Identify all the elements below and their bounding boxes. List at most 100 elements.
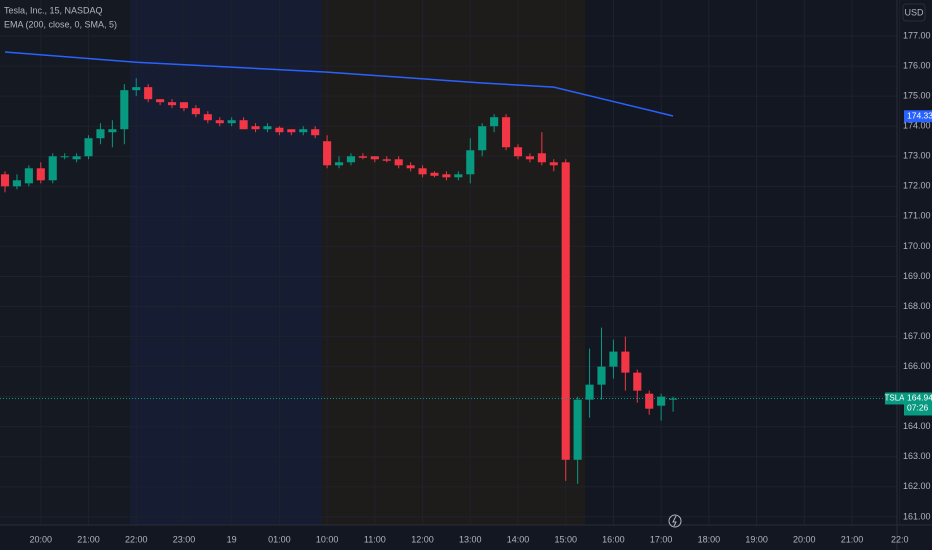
- candle-body: [275, 127, 284, 133]
- x-tick-label: 20:00: [793, 534, 816, 544]
- candle-body: [358, 156, 367, 158]
- currency-button[interactable]: [902, 3, 926, 22]
- y-tick-label: 170.00: [903, 241, 931, 251]
- last-price-label: 164.94: [907, 393, 932, 403]
- x-tick-label: 01:00: [268, 534, 291, 544]
- x-tick-label: 18:00: [698, 534, 721, 544]
- candle-body: [251, 126, 260, 130]
- candle-body: [346, 156, 356, 163]
- y-tick-label: 169.00: [903, 271, 931, 281]
- candle-body: [36, 168, 45, 181]
- candle-body: [108, 129, 117, 133]
- candle-body: [657, 396, 666, 406]
- candle-body: [490, 117, 499, 127]
- y-tick-label: 164.00: [903, 421, 931, 431]
- candle-body: [621, 351, 630, 373]
- candle-body: [478, 126, 487, 151]
- y-tick-label: 174.00: [903, 121, 931, 131]
- candle-body: [191, 108, 200, 115]
- candle-body: [394, 159, 403, 166]
- candle-body: [84, 138, 93, 157]
- candle-body: [24, 168, 33, 184]
- x-tick-label: 21:00: [77, 534, 100, 544]
- y-tick-label: 167.00: [903, 331, 931, 341]
- x-tick-label: 16:00: [602, 534, 625, 544]
- ema-line: [4, 51, 674, 117]
- ema-tag: [904, 110, 932, 123]
- candle-body: [430, 172, 439, 176]
- y-tick-label: 168.00: [903, 301, 931, 311]
- x-tick-label: 17:00: [650, 534, 673, 544]
- candle-body: [48, 156, 57, 181]
- candle-body: [382, 159, 391, 161]
- session-band: [322, 0, 585, 525]
- candle-body: [561, 162, 570, 460]
- events-icon-bolt: [672, 515, 677, 527]
- session-band: [0, 0, 130, 525]
- y-tick-label: 177.00: [903, 30, 931, 40]
- symbol-tag: [885, 392, 904, 405]
- x-tick-label: 11:00: [364, 534, 386, 544]
- y-tick-label: 161.00: [903, 511, 931, 521]
- x-tick-label: 22:00: [125, 534, 148, 544]
- x-tick-label: 15:00: [554, 534, 577, 544]
- session-band: [130, 0, 322, 525]
- candle-body: [585, 384, 594, 400]
- candle-body: [287, 129, 296, 133]
- x-tick-label: 23:00: [173, 534, 196, 544]
- candle-body: [502, 117, 511, 148]
- countdown-label: 07:26: [907, 403, 929, 413]
- candle-body: [132, 87, 141, 91]
- x-tick-label: 10:00: [316, 534, 339, 544]
- candle-body: [203, 114, 212, 121]
- candle-body: [573, 399, 582, 460]
- candle-body: [442, 174, 451, 178]
- candle-body: [120, 90, 129, 130]
- candle-body: [239, 120, 248, 130]
- x-tick-label: 21:00: [841, 534, 864, 544]
- y-tick-label: 173.00: [903, 151, 931, 161]
- candle-body: [156, 99, 165, 103]
- candle-body: [96, 129, 105, 139]
- x-tick-label: 22:0: [891, 534, 909, 544]
- y-tick-label: 176.00: [903, 60, 931, 70]
- candle-body: [406, 165, 415, 169]
- y-tick-label: 166.00: [903, 361, 931, 371]
- candle-body: [72, 156, 81, 160]
- y-tick-label: 163.00: [903, 451, 931, 461]
- candle-body: [609, 351, 618, 367]
- candle-body: [0, 174, 10, 187]
- candle-body: [167, 102, 177, 106]
- candle-body: [227, 120, 236, 124]
- candle-body: [179, 102, 189, 109]
- indicator-label: EMA (200, close, 0, SMA, 5): [4, 19, 117, 29]
- x-tick-label: 19:00: [745, 534, 768, 544]
- y-tick-label: 172.00: [903, 181, 931, 191]
- candle-body: [311, 129, 320, 136]
- x-tick-label: 19: [227, 534, 237, 544]
- candle-body: [537, 153, 546, 163]
- ema-price-label: 174.33: [907, 111, 932, 121]
- currency-label[interactable]: USD: [904, 7, 924, 17]
- x-tick-label: 13:00: [459, 534, 482, 544]
- candle-body: [144, 87, 153, 100]
- candle-body: [669, 398, 678, 400]
- chart-title: Tesla, Inc., 15, NASDAQ: [4, 5, 103, 15]
- candle-body: [12, 180, 21, 187]
- candle-body: [645, 393, 654, 409]
- y-tick-label: 171.00: [903, 211, 931, 221]
- price-tag: [904, 392, 932, 416]
- events-icon[interactable]: [668, 514, 682, 528]
- candle-body: [323, 141, 332, 166]
- x-tick-label: 12:00: [411, 534, 434, 544]
- candle-body: [418, 168, 427, 175]
- y-tick-label: 162.00: [903, 481, 931, 491]
- candle-body: [466, 150, 475, 175]
- candle-body: [370, 156, 379, 160]
- candle-body: [525, 156, 534, 160]
- candle-body: [299, 129, 308, 133]
- candle-body: [215, 120, 224, 124]
- x-tick-label: 20:00: [30, 534, 53, 544]
- candle-body: [633, 372, 642, 391]
